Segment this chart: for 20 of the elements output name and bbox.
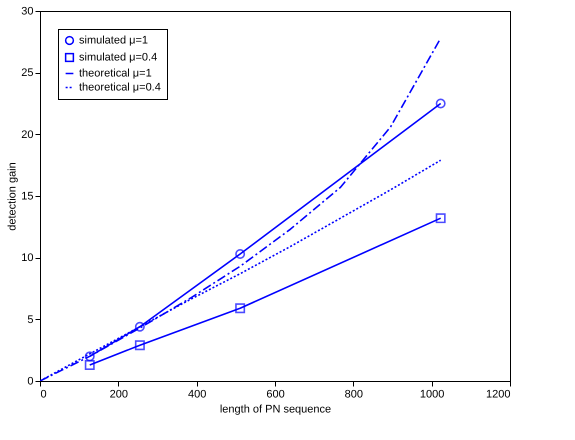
x-tick-label: 1200: [486, 388, 510, 400]
y-tick-label: 25: [21, 67, 34, 80]
y-axis-title: detection gain: [6, 162, 18, 231]
x-tick-label: 400: [188, 388, 206, 400]
x-tick-label: 800: [344, 388, 364, 400]
legend-label: theoretical μ=1: [79, 68, 152, 80]
legend-label: theoretical μ=0.4: [79, 82, 161, 94]
y-tick-label: 10: [21, 252, 34, 264]
y-tick-label: 0: [27, 376, 34, 388]
y-tick-label: 5: [27, 314, 34, 326]
x-tick-label: 200: [110, 388, 128, 400]
x-tick-label: 600: [266, 388, 285, 400]
legend-label: simulated μ=1: [79, 34, 148, 46]
x-tick-label: 0: [40, 388, 47, 400]
y-tick-label: 20: [21, 128, 34, 141]
y-tick-label: 30: [21, 6, 34, 18]
x-axis-title: length of PN sequence: [220, 404, 332, 416]
legend-label: simulated μ=0.4: [79, 52, 158, 64]
y-tick-label: 15: [21, 190, 34, 202]
x-tick-label: 1000: [420, 388, 444, 400]
